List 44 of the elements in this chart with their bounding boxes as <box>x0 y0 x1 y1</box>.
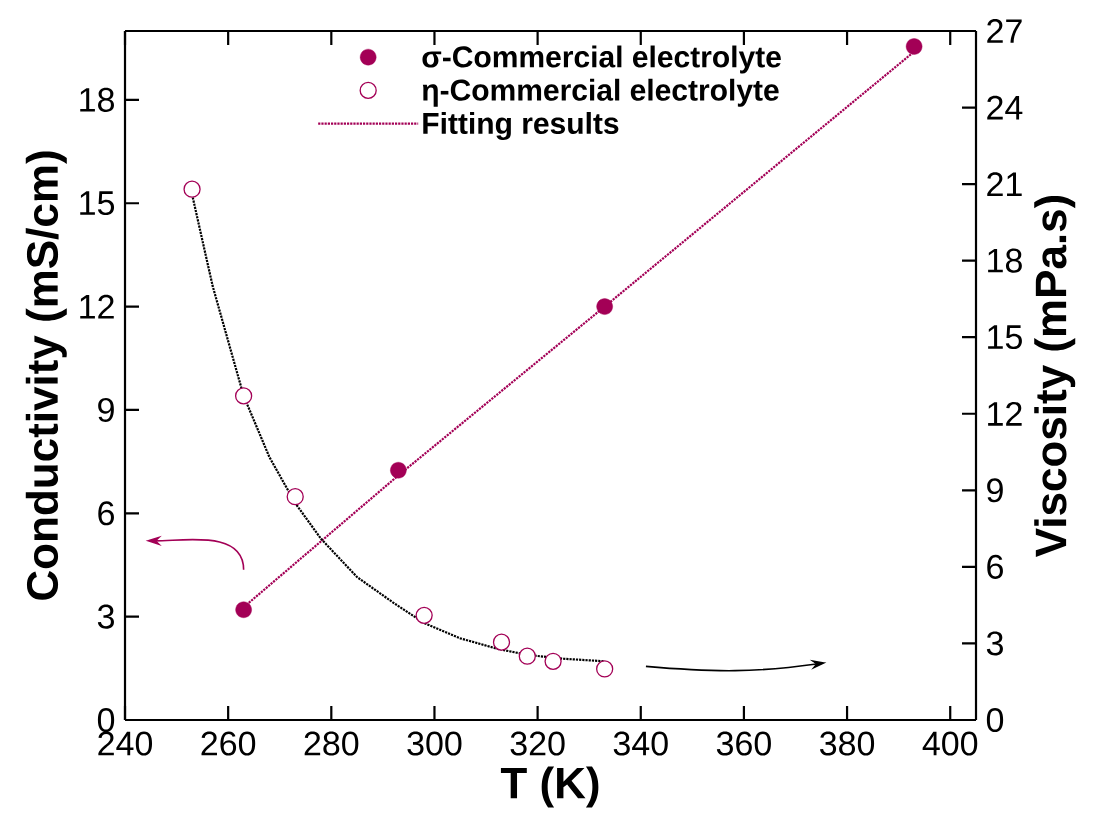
point <box>518 647 536 665</box>
point <box>235 601 252 618</box>
x-tick-label: 320 <box>510 731 565 756</box>
y-axis-title: Conductivity (mS/cm) <box>25 151 67 600</box>
x-tick-label: 340 <box>613 731 668 756</box>
y2-tick-label: 12 <box>988 401 1022 426</box>
point <box>905 38 923 55</box>
y2-tick-label: 0 <box>986 707 1004 733</box>
point <box>234 387 253 405</box>
y-tick-label: 0 <box>97 707 115 733</box>
y-tick-label: 3 <box>97 604 114 629</box>
y2-tick-label: 3 <box>986 631 1003 656</box>
y2-axis-title: Viscosity (mPa.s) <box>1034 195 1076 557</box>
y2-tick-label: 6 <box>987 554 1003 579</box>
point <box>596 298 613 315</box>
point <box>183 180 201 198</box>
legend-label: η-Commercial electrolyte <box>422 78 779 107</box>
x-tick-label: 400 <box>922 731 978 756</box>
y2-tick-label: 21 <box>987 172 1022 196</box>
y-tick-label: 9 <box>98 397 114 422</box>
legend-label: Fitting results <box>423 112 619 141</box>
y-tick-label: 12 <box>80 294 114 319</box>
x-tick-label: 380 <box>820 731 875 756</box>
y2-tick-label: 9 <box>987 478 1003 503</box>
point <box>596 660 614 678</box>
y2-tick-label: 24 <box>987 95 1023 120</box>
point <box>286 488 304 506</box>
y-tick-label: 6 <box>98 501 114 526</box>
x-tick-label: 360 <box>716 731 771 756</box>
point <box>492 633 511 651</box>
x-tick-label: 260 <box>201 731 256 756</box>
x-tick-label: 240 <box>98 731 153 756</box>
y2-tick-label: 27 <box>987 19 1022 43</box>
x-tick-label: 300 <box>407 731 462 756</box>
y-tick-label: 18 <box>80 87 114 112</box>
legend-label: σ-Commercial electrolyte <box>422 45 781 74</box>
x-axis-title: T (K) <box>500 766 599 808</box>
y-tick-label: 15 <box>80 191 115 216</box>
point <box>415 606 433 625</box>
point <box>544 652 562 670</box>
y2-tick-label: 15 <box>988 325 1022 350</box>
point <box>390 462 407 479</box>
x-tick-label: 280 <box>304 731 359 756</box>
y2-tick-label: 18 <box>988 248 1022 273</box>
